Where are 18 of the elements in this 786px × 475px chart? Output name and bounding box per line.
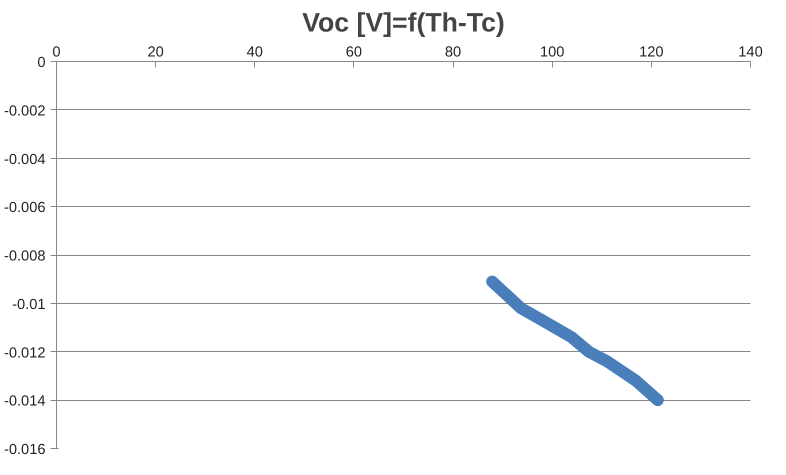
y-tick-label: -0.004 [4, 152, 46, 168]
x-tick-label: 140 [738, 44, 763, 60]
y-tick-label: -0.01 [12, 296, 46, 313]
y-tick-label: -0.016 [4, 442, 46, 458]
x-tick-label: 120 [639, 44, 664, 60]
x-tick-label: 40 [246, 44, 263, 60]
x-tick-label: 80 [444, 44, 462, 60]
chart-title: Voc [V]=f(Th-Tc) [302, 8, 505, 38]
y-tick-label: -0.008 [4, 248, 46, 264]
x-tick-label: 0 [52, 44, 61, 60]
y-tick-label: -0.014 [4, 394, 46, 410]
y-tick-label: -0.012 [4, 345, 46, 362]
x-tick-label: 100 [540, 44, 564, 60]
y-tick-label: 0 [37, 55, 46, 71]
y-tick-label: -0.006 [4, 200, 46, 216]
y-tick-label: -0.002 [4, 103, 46, 120]
x-tick-label: 60 [346, 44, 362, 60]
x-tick-label: 20 [147, 44, 164, 60]
